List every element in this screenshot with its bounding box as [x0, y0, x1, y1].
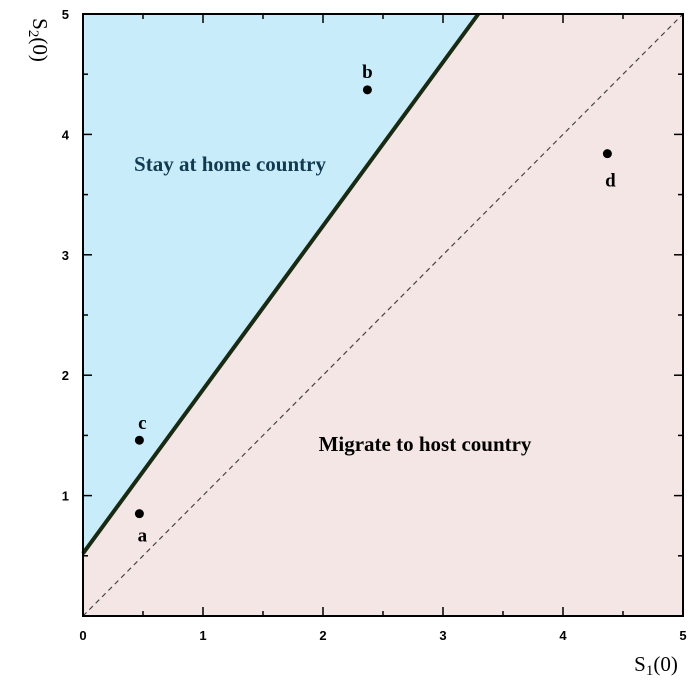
x-tick-label: 0 — [79, 628, 86, 643]
boundary-line — [81, 12, 480, 555]
y-tick-label: 2 — [62, 368, 69, 383]
point-label-b: b — [362, 62, 373, 83]
data-points: a b c d — [134, 62, 616, 547]
x-tick-label: 1 — [199, 628, 206, 643]
y-axis-title: S2(0) — [25, 18, 52, 62]
point-d — [602, 149, 612, 159]
x-axis-title: S1(0) — [634, 652, 678, 679]
point-b — [362, 85, 372, 95]
point-label-a: a — [138, 526, 148, 547]
x-tick-label: 5 — [679, 628, 686, 643]
y-tick-label: 5 — [62, 7, 69, 22]
region-label-migrate: Migrate to host country — [319, 432, 532, 456]
diagonal-dashed-line — [82, 13, 684, 617]
y-tick-label: 4 — [62, 127, 70, 142]
x-tick-label: 3 — [439, 628, 446, 643]
y-tick-label: 1 — [62, 489, 69, 504]
point-label-d: d — [605, 171, 616, 192]
axis-ticks: 0 1 2 3 4 5 1 2 3 4 5 — [62, 7, 687, 643]
point-label-c: c — [138, 413, 146, 434]
x-tick-label: 2 — [319, 628, 326, 643]
point-c — [134, 435, 144, 445]
point-a — [134, 509, 144, 519]
region-label-stay: Stay at home country — [134, 152, 326, 176]
y-tick-label: 3 — [62, 248, 69, 263]
x-tick-label: 4 — [559, 628, 567, 643]
